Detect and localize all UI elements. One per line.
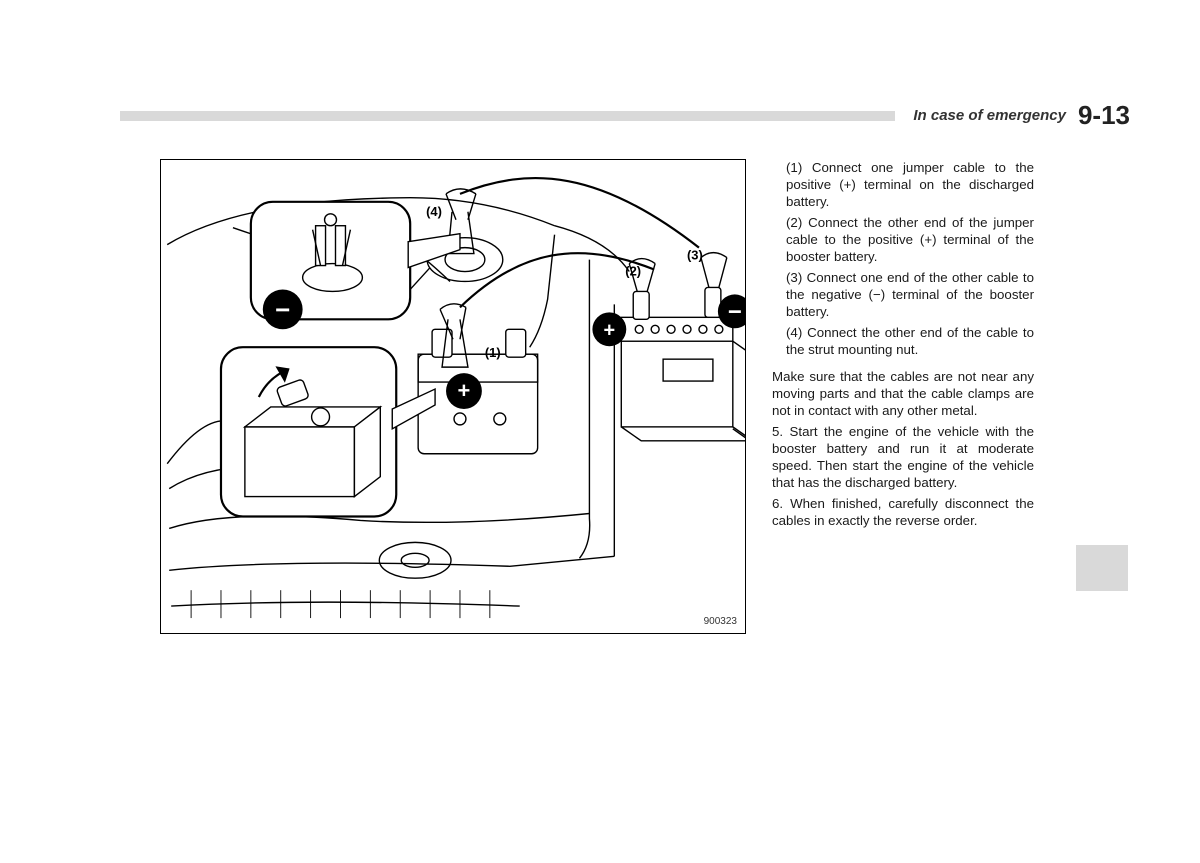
jump-start-diagram: + (1) (4) [160, 159, 746, 634]
callout-label-3: (3) [687, 248, 703, 263]
body-para-1: Make sure that the cables are not near a… [772, 368, 1034, 419]
body-para-3: 6. When finished, carefully disconnect t… [772, 495, 1034, 529]
callout-label-4: (4) [426, 204, 442, 219]
page-header: In case of emergency 9-13 [120, 100, 1130, 131]
step-3: (3) Connect one end of the other cable t… [786, 269, 1034, 320]
svg-text:+: + [604, 319, 616, 341]
figure-id: 900323 [704, 616, 737, 627]
step-4: (4) Connect the other end of the cable t… [786, 324, 1034, 358]
svg-text:−: − [275, 296, 290, 324]
callout-detail-battery-cap [221, 347, 435, 516]
step-1: (1) Connect one jumper cable to the posi… [786, 159, 1034, 210]
body-para-2: 5. Start the engine of the vehicle with … [772, 423, 1034, 491]
callout-label-1: (1) [485, 345, 501, 360]
page: In case of emergency 9-13 [0, 0, 1200, 863]
page-number: 9-13 [1078, 100, 1130, 131]
callout-label-2: (2) [625, 264, 641, 279]
booster-battery [621, 317, 745, 442]
instruction-column: (1) Connect one jumper cable to the posi… [772, 159, 1034, 533]
section-title: In case of emergency [913, 107, 1066, 124]
thumb-tab [1076, 545, 1128, 591]
plus-terminal-icon: + [446, 373, 482, 409]
svg-text:−: − [728, 298, 742, 325]
svg-text:+: + [458, 378, 471, 403]
step-2: (2) Connect the other end of the jumper … [786, 214, 1034, 265]
content-row: + (1) (4) [160, 159, 1070, 634]
header-bar [120, 111, 895, 121]
